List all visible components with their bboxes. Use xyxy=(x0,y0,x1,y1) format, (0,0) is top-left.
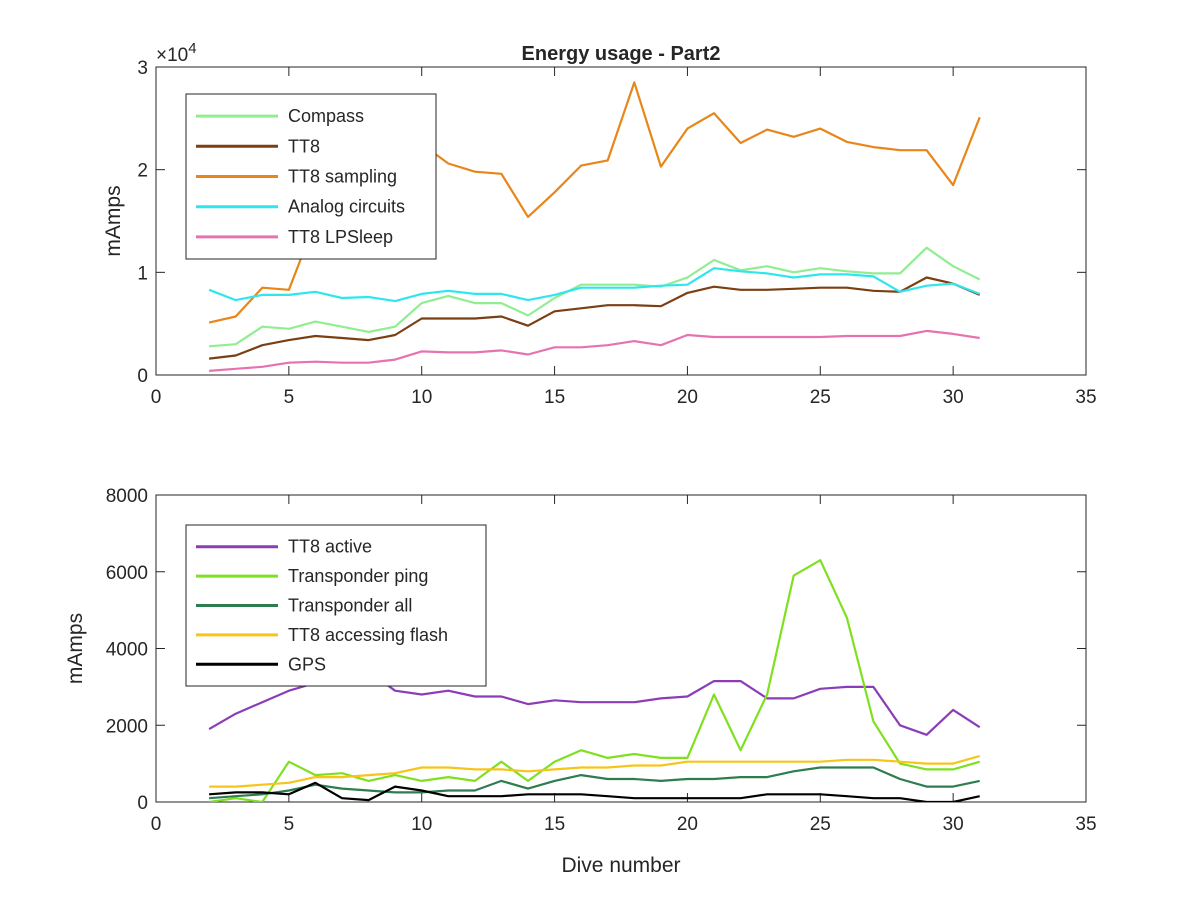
y-tick-label: 2 xyxy=(137,161,148,182)
series-line-tt8-accessing-flash xyxy=(209,754,981,788)
y-exponent-label: ×104 xyxy=(156,40,197,66)
x-tick-label: 25 xyxy=(810,387,831,408)
x-tick-label: 15 xyxy=(544,814,565,835)
y-exponent-base: ×10 xyxy=(156,45,188,66)
legend-label: TT8 LPSleep xyxy=(288,227,393,247)
series-line-transponder-all xyxy=(209,766,980,800)
x-tick-label: 5 xyxy=(284,387,295,408)
x-tick-label: 25 xyxy=(810,814,831,835)
y-tick-label: 0 xyxy=(137,366,148,387)
y-tick-label: 0 xyxy=(137,793,148,814)
y-tick-label: 1 xyxy=(137,263,148,284)
x-tick-label: 0 xyxy=(151,814,162,835)
y-tick-label: 3 xyxy=(137,58,148,79)
x-tick-label: 30 xyxy=(943,387,964,408)
legend-label: Analog circuits xyxy=(288,197,405,217)
y-axis-title: mAmps xyxy=(64,613,87,684)
legend-label: TT8 active xyxy=(288,537,372,557)
legend-label: GPS xyxy=(288,654,326,674)
legend-label: Transponder all xyxy=(288,596,412,616)
y-tick-label: 6000 xyxy=(106,563,148,584)
series-line-analog-circuits xyxy=(208,267,981,303)
y-exponent-power: 4 xyxy=(188,40,196,57)
x-axis-title: Dive number xyxy=(561,854,680,877)
x-tick-label: 10 xyxy=(411,387,432,408)
legend-label: Compass xyxy=(288,106,364,126)
chart-2: 0 5 10 15 20 25 30 35 0 2000 4000 6000 8000 mAmps Dive… xyxy=(64,486,1097,877)
chart-title: Energy usage - Part2 xyxy=(522,43,721,65)
y-tick-label: 4000 xyxy=(106,640,148,661)
series-line-compass xyxy=(209,246,981,348)
legend-label: TT8 accessing flash xyxy=(288,625,448,645)
y-tick-label: 2000 xyxy=(106,716,148,737)
x-tick-label: 5 xyxy=(284,814,295,835)
x-tick-label: 15 xyxy=(544,387,565,408)
x-tick-label: 30 xyxy=(943,814,964,835)
y-tick-label: 8000 xyxy=(106,486,148,507)
series-line-tt8 xyxy=(208,276,981,360)
legend-label: Transponder ping xyxy=(288,566,428,586)
legend: TT8 active Transponder ping Transponder al… xyxy=(185,524,487,687)
x-tick-label: 35 xyxy=(1075,814,1096,835)
x-tick-label: 20 xyxy=(677,814,698,835)
x-tick-label: 35 xyxy=(1075,387,1096,408)
y-axis-title: mAmps xyxy=(102,185,125,256)
legend: Compass TT8 TT8 sampling Analog circuits TT8… xyxy=(185,93,437,260)
legend-label: TT8 xyxy=(288,136,320,156)
x-tick-label: 0 xyxy=(151,387,162,408)
x-tick-label: 20 xyxy=(677,387,698,408)
chart-1: 0 5 10 15 20 25 30 35 0 1 2 3 ×104 Energy usage - Par… xyxy=(102,40,1097,408)
series-line-transponder-ping xyxy=(208,559,981,802)
series-line-tt8-lpsleep xyxy=(209,329,980,372)
series-line-gps xyxy=(209,781,980,802)
x-tick-label: 10 xyxy=(411,814,432,835)
legend-label: TT8 sampling xyxy=(288,167,397,187)
